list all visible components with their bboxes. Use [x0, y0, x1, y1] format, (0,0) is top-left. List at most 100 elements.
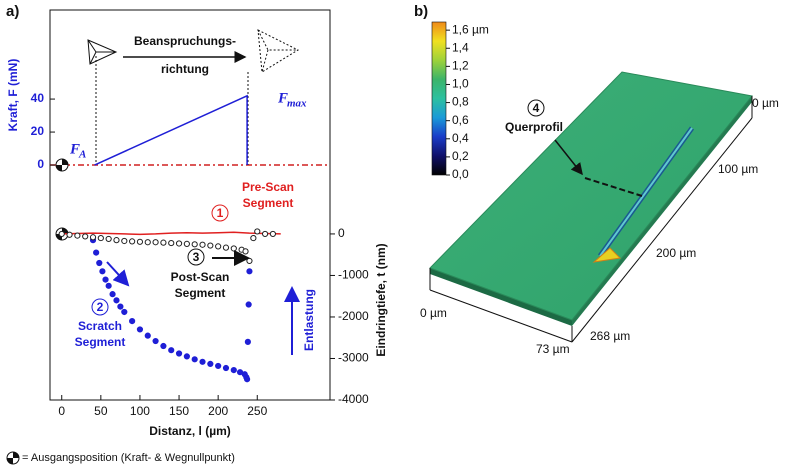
y-tick-label: -2000	[338, 309, 369, 323]
depth-point	[160, 239, 167, 246]
depth-point	[99, 268, 106, 275]
depth-point	[215, 362, 222, 370]
force-line	[94, 94, 248, 166]
depth-point	[129, 318, 136, 325]
annotation: max	[287, 98, 307, 110]
arrow	[106, 261, 130, 287]
force-annotation: FA	[69, 141, 86, 160]
annotation: F	[277, 90, 288, 106]
annotation: Segment	[175, 286, 226, 300]
x-tick-label: 50	[94, 404, 108, 418]
depth-point	[113, 237, 120, 244]
colorbar-label: 1,2	[452, 59, 469, 73]
depth-point	[109, 291, 116, 298]
depth-point	[183, 240, 190, 247]
x-tick-label: 250	[247, 404, 267, 418]
depth-point	[254, 228, 261, 235]
annotation: Segment	[75, 335, 126, 349]
colorbar-label: 0,2	[452, 149, 469, 163]
depth-point	[129, 238, 136, 245]
arrow	[554, 139, 583, 176]
annotation: Post-Scan	[171, 270, 230, 284]
depth-point	[89, 234, 97, 241]
annotation: Segment	[243, 196, 294, 210]
y-axis-title: Kraft, F (mN)	[6, 59, 20, 132]
x-axis-title: Distanz, l (µm)	[149, 424, 231, 438]
colorbar	[431, 21, 447, 176]
depth-point	[102, 276, 109, 283]
depth-point	[245, 301, 252, 308]
depth-point	[82, 233, 89, 240]
annotation: richtung	[161, 62, 209, 76]
y-tick-label: 40	[31, 91, 45, 105]
footnote: = Ausgangsposition (Kraft- & Wegnullpunk…	[22, 452, 235, 464]
callout: Querprofil	[505, 120, 563, 134]
annotation: F	[69, 141, 80, 157]
number-circle	[91, 298, 109, 316]
depth-point	[58, 230, 65, 238]
axis-label: 73 µm	[536, 342, 570, 356]
depth-point	[261, 230, 269, 238]
depth-point	[199, 358, 206, 365]
depth-point	[152, 337, 159, 345]
colorbar-label: 0,8	[452, 95, 469, 109]
axis-label: 200 µm	[656, 246, 696, 260]
colorbar-label: 0,0	[452, 167, 469, 181]
plot-frame	[49, 9, 331, 401]
depth-point	[242, 248, 249, 255]
y-tick-label: 0	[37, 157, 44, 171]
y-tick-label: -3000	[338, 351, 369, 365]
depth-point	[183, 353, 190, 360]
number-circle	[187, 248, 205, 266]
indenter-icon	[87, 29, 300, 73]
depth-point	[175, 350, 183, 357]
depth-point	[246, 257, 253, 265]
depth-point	[121, 237, 128, 245]
depth-point	[175, 240, 183, 247]
colorbar-label: 0,4	[452, 131, 469, 145]
depth-point	[152, 239, 159, 246]
depth-point	[93, 249, 100, 256]
depth-point	[244, 338, 251, 345]
depth-point	[168, 347, 175, 354]
depth-point	[121, 308, 128, 316]
number-circle	[211, 204, 229, 222]
depth-point	[222, 244, 230, 251]
depth-point	[105, 235, 112, 243]
panel-label: b)	[414, 3, 428, 20]
depth-point	[243, 376, 251, 383]
x-tick-label: 100	[130, 404, 150, 418]
depth-point	[96, 259, 103, 267]
depth-point	[207, 360, 214, 367]
annotation-number: 2	[97, 300, 104, 314]
colorbar-label: 0,6	[452, 113, 469, 127]
depth-point	[136, 326, 144, 333]
y-tick-label: 0	[338, 226, 345, 240]
colorbar-label: 1,4	[452, 40, 469, 54]
annotation-number: 1	[217, 206, 224, 220]
depth-point	[160, 342, 167, 350]
depth-point	[215, 243, 222, 250]
depth-point	[144, 239, 151, 246]
depth-point	[66, 231, 73, 238]
depth-point	[199, 241, 206, 248]
depth-point	[230, 245, 237, 252]
depth-point	[230, 367, 237, 374]
depth-point	[74, 232, 81, 239]
depth-point	[117, 303, 124, 310]
depth-point	[97, 234, 104, 242]
annotation: Beanspruchungs-	[134, 34, 236, 48]
annotation: Scratch	[78, 319, 122, 333]
surface-3d	[429, 71, 753, 343]
depth-point	[250, 234, 257, 242]
depth-point	[168, 239, 175, 247]
callout-number: 4	[533, 101, 540, 115]
axis-label: 0 µm	[752, 96, 779, 110]
depth-point	[191, 356, 198, 363]
callout-circle	[527, 99, 545, 117]
annotation-number: 3	[193, 250, 200, 264]
depth-point	[191, 241, 198, 248]
depth-point	[113, 297, 120, 304]
